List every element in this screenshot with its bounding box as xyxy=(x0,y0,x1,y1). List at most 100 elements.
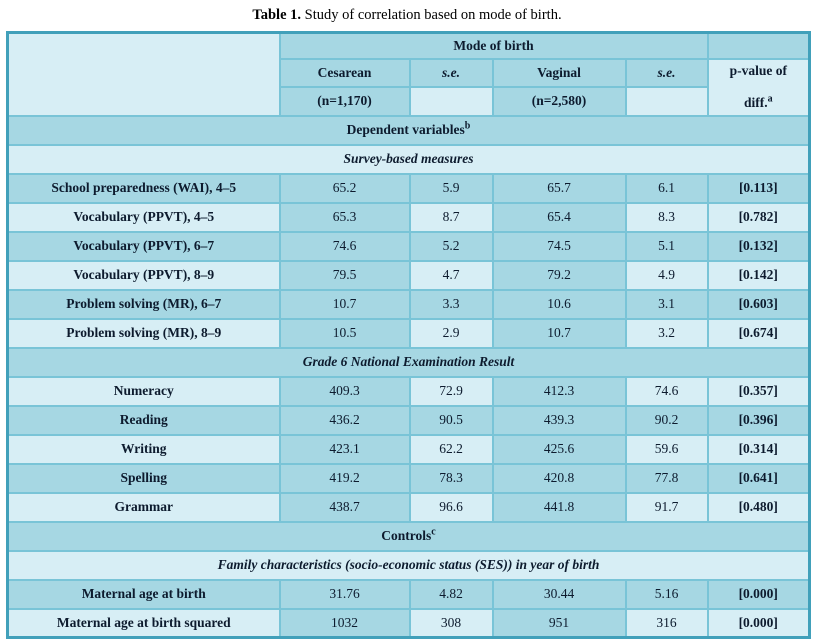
p-value: [0.603] xyxy=(706,288,811,320)
column-header-se-cesarean: s.e. xyxy=(408,57,494,88)
section-row: Survey-based measures xyxy=(6,143,811,175)
row-label: Maternal age at birth squared xyxy=(6,607,281,639)
cesarean-value: 438.7 xyxy=(278,491,411,523)
vaginal-value: 30.44 xyxy=(491,578,627,610)
row-label: Grammar xyxy=(6,491,281,523)
table-row: Maternal age at birth 31.76 4.82 30.44 5… xyxy=(6,578,811,610)
cesarean-value: 65.2 xyxy=(278,172,411,204)
footnote-marker-a: a xyxy=(767,93,773,105)
empty-se-cell xyxy=(408,85,494,117)
vaginal-se-value: 3.1 xyxy=(624,288,709,320)
section-header-controls: Controlsc xyxy=(6,520,811,552)
section-row: Dependent variablesb xyxy=(6,114,811,146)
vaginal-value: 65.4 xyxy=(491,201,627,233)
cesarean-value: 10.5 xyxy=(278,317,411,349)
cesarean-se-value: 72.9 xyxy=(408,375,494,407)
vaginal-value: 420.8 xyxy=(491,462,627,494)
header-row-n: (n=1,170) (n=2,580) xyxy=(8,85,810,117)
vaginal-value: 425.6 xyxy=(491,433,627,465)
vaginal-value: 74.5 xyxy=(491,230,627,262)
vaginal-value: 439.3 xyxy=(491,404,627,436)
header-mode-of-birth: Mode of birth xyxy=(278,31,709,60)
table-row: Numeracy 409.3 72.9 412.3 74.6 [0.357] xyxy=(6,375,811,407)
column-header-cesarean: Cesarean xyxy=(278,57,411,88)
pvalue-header-line2: diff.a xyxy=(743,93,773,110)
table-title: Table 1. Study of correlation based on m… xyxy=(0,7,814,24)
table-row: Writing 423.1 62.2 425.6 59.6 [0.314] xyxy=(6,433,811,465)
row-label: Vocabulary (PPVT), 6–7 xyxy=(6,230,281,262)
header-empty-top-right xyxy=(706,31,811,60)
n-vaginal: (n=2,580) xyxy=(491,85,627,117)
vaginal-se-value: 5.1 xyxy=(624,230,709,262)
row-label: Maternal age at birth xyxy=(6,578,281,610)
cesarean-value: 423.1 xyxy=(278,433,411,465)
cesarean-value: 1032 xyxy=(278,607,411,639)
cesarean-value: 31.76 xyxy=(278,578,411,610)
p-value: [0.396] xyxy=(706,404,811,436)
cesarean-se-value: 5.2 xyxy=(408,230,494,262)
vaginal-se-value: 6.1 xyxy=(624,172,709,204)
p-value: [0.142] xyxy=(706,259,811,291)
column-header-pvalue: p-value of diff.a xyxy=(706,57,811,117)
cesarean-value: 436.2 xyxy=(278,404,411,436)
table-row: Maternal age at birth squared 1032 308 9… xyxy=(6,607,811,639)
cesarean-se-value: 5.9 xyxy=(408,172,494,204)
pvalue-header-line1: p-value of xyxy=(729,63,787,78)
p-value: [0.000] xyxy=(706,607,811,639)
p-value: [0.782] xyxy=(706,201,811,233)
table-row: Vocabulary (PPVT), 6–7 74.6 5.2 74.5 5.1… xyxy=(6,230,811,262)
cesarean-se-value: 2.9 xyxy=(408,317,494,349)
p-value: [0.357] xyxy=(706,375,811,407)
vaginal-value: 412.3 xyxy=(491,375,627,407)
section-row: Family characteristics (socio-economic s… xyxy=(6,549,811,581)
vaginal-se-value: 77.8 xyxy=(624,462,709,494)
row-label: Reading xyxy=(6,404,281,436)
corner-cell xyxy=(6,31,281,117)
header-row-group: Mode of birth xyxy=(6,31,811,117)
vaginal-se-value: 8.3 xyxy=(624,201,709,233)
row-label: Spelling xyxy=(6,462,281,494)
section-row: Controlsc xyxy=(6,520,811,552)
vaginal-se-value: 3.2 xyxy=(624,317,709,349)
cesarean-se-value: 3.3 xyxy=(408,288,494,320)
row-label: Problem solving (MR), 6–7 xyxy=(6,288,281,320)
cesarean-se-value: 4.82 xyxy=(408,578,494,610)
table-row: Spelling 419.2 78.3 420.8 77.8 [0.641] xyxy=(6,462,811,494)
table-title-number: Table 1. xyxy=(252,7,302,23)
empty-se-cell xyxy=(624,85,709,117)
cesarean-value: 65.3 xyxy=(278,201,411,233)
cesarean-se-value: 90.5 xyxy=(408,404,494,436)
row-label: Vocabulary (PPVT), 8–9 xyxy=(6,259,281,291)
table-row: School preparedness (WAI), 4–5 65.2 5.9 … xyxy=(6,172,811,204)
cesarean-se-value: 78.3 xyxy=(408,462,494,494)
section-header-dependent-variables: Dependent variablesb xyxy=(6,114,811,146)
vaginal-value: 951 xyxy=(491,607,627,639)
column-header-se-vaginal: s.e. xyxy=(624,57,709,88)
section-header-family-characteristics: Family characteristics (socio-economic s… xyxy=(6,549,811,581)
vaginal-value: 79.2 xyxy=(491,259,627,291)
table-row: Grammar 438.7 96.6 441.8 91.7 [0.480] xyxy=(6,491,811,523)
vaginal-se-value: 5.16 xyxy=(624,578,709,610)
vaginal-se-value: 91.7 xyxy=(624,491,709,523)
table-row: Problem solving (MR), 8–9 10.5 2.9 10.7 … xyxy=(6,317,811,349)
p-value: [0.641] xyxy=(706,462,811,494)
row-label: Writing xyxy=(6,433,281,465)
n-cesarean: (n=1,170) xyxy=(278,85,411,117)
vaginal-value: 10.6 xyxy=(491,288,627,320)
vaginal-value: 10.7 xyxy=(491,317,627,349)
p-value: [0.132] xyxy=(706,230,811,262)
section-row: Grade 6 National Examination Result xyxy=(6,346,811,378)
cesarean-value: 419.2 xyxy=(278,462,411,494)
p-value: [0.113] xyxy=(706,172,811,204)
cesarean-se-value: 8.7 xyxy=(408,201,494,233)
correlation-table: Mode of birth Cesarean s.e. Vaginal s.e.… xyxy=(6,31,811,639)
cesarean-se-value: 308 xyxy=(408,607,494,639)
table-row: Vocabulary (PPVT), 8–9 79.5 4.7 79.2 4.9… xyxy=(6,259,811,291)
cesarean-value: 10.7 xyxy=(278,288,411,320)
cesarean-value: 409.3 xyxy=(278,375,411,407)
p-value: [0.000] xyxy=(706,578,811,610)
cesarean-se-value: 62.2 xyxy=(408,433,494,465)
cesarean-value: 74.6 xyxy=(278,230,411,262)
table-row: Reading 436.2 90.5 439.3 90.2 [0.396] xyxy=(6,404,811,436)
